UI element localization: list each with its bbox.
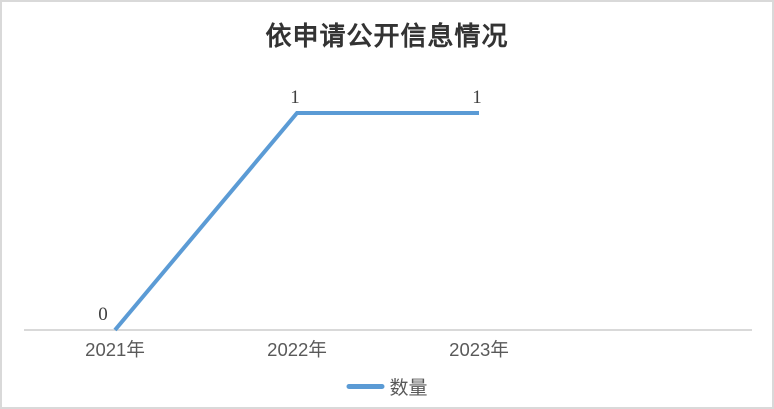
legend-label: 数量 bbox=[389, 378, 428, 399]
legend-line-swatch bbox=[346, 384, 385, 389]
legend: 数量 bbox=[346, 373, 428, 400]
data-label: 1 bbox=[290, 87, 300, 108]
data-label: 0 bbox=[98, 304, 108, 325]
series-line bbox=[113, 111, 479, 332]
x-tick-label: 2021年 bbox=[85, 339, 145, 360]
chart-title: 依申请公开信息情况 bbox=[265, 22, 509, 51]
data-label: 1 bbox=[472, 87, 482, 108]
x-tick-label: 2022年 bbox=[267, 339, 327, 360]
x-tick-label: 2023年 bbox=[449, 339, 509, 360]
